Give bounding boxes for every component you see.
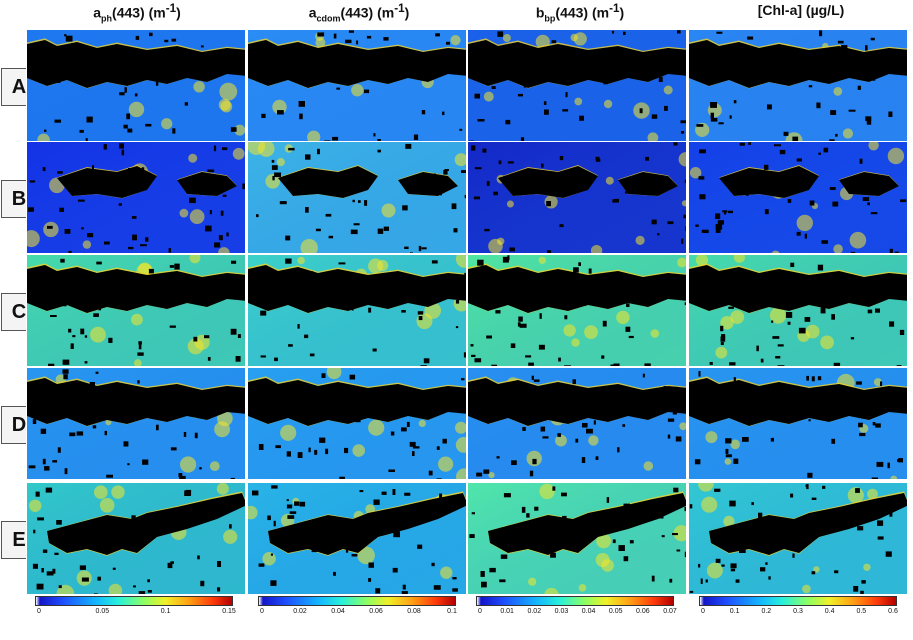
map-image [27,255,245,366]
colorbar-tick-label: 0.3 [793,608,803,615]
colorbar-tick-label: 0.04 [331,608,345,615]
map-image [468,142,686,253]
colorbar-tick-label: 0.4 [824,608,835,615]
colorbar-tick-label: 0.06 [636,608,650,615]
map-panel-b-1 [26,141,246,254]
map-image [248,368,466,479]
colorbar-tick-label: 0.03 [554,608,569,615]
colorbar-tick-label: 0.05 [608,608,623,615]
colorbar-gradient [699,596,897,606]
map-panel-d-1 [26,367,246,480]
colorbar-tick-label: 0.1 [447,608,457,615]
colorbar-tick-label: 0.2 [761,608,772,615]
map-image [27,142,245,253]
map-image [689,255,907,366]
colorbar-ticks: 0 0.01 0.02 0.03 0.04 0.05 0.06 0.07 [476,606,677,618]
colorbar-acdom: 0 0.02 0.04 0.06 0.08 0.1 [258,596,457,618]
map-panel-e-3 [467,482,687,595]
map-panel-a-2 [247,29,467,142]
column-header-aph: aph(443) (m-1) [93,2,181,24]
column-header-chla: [Chl-a] (µg/L) [757,2,845,18]
colorbar-tick-label: 0.15 [222,608,236,615]
map-image [27,30,245,141]
map-panel-d-2 [247,367,467,480]
colorbar-tick-label: 0.01 [500,608,514,615]
colorbar-tick-label: 0.06 [369,608,383,615]
map-image [468,255,686,366]
colorbar-tick-label: 0.08 [407,608,421,615]
colorbar-gradient [35,596,233,606]
colorbar-tick-label: 0.5 [856,608,867,615]
map-image [468,368,686,479]
map-image [689,483,907,594]
colorbar-ticks: 0 0.05 0.1 0.15 [35,606,236,618]
colorbar-tick-label: 0 [701,608,705,615]
colorbar-chla: 0 0.1 0.2 0.3 0.4 0.5 0.6 [699,596,898,618]
map-panel-c-4 [688,254,908,367]
map-panel-d-4 [688,367,908,480]
colorbar-tick-label: 0 [260,608,264,615]
colorbar-tick-label: 0.6 [888,608,898,615]
colorbar-tick-label: 0.02 [293,608,307,615]
map-image [468,30,686,141]
colorbar-tick-label: 0.02 [527,608,542,615]
map-panel-b-2 [247,141,467,254]
map-image [248,142,466,253]
colorbar-ticks: 0 0.02 0.04 0.06 0.08 0.1 [258,606,457,618]
colorbar-ticks: 0 0.1 0.2 0.3 0.4 0.5 0.6 [699,606,898,618]
map-panel-c-3 [467,254,687,367]
colorbar-tick-label: 0.1 [729,608,740,615]
map-image [468,483,686,594]
map-image [27,483,245,594]
map-image [689,368,907,479]
map-panel-a-3 [467,29,687,142]
colorbar-gradient [476,596,674,606]
colorbar-tick-label: 0.07 [663,608,677,615]
column-header-bbp: bbp(443) (m-1) [535,2,625,24]
map-panel-b-3 [467,141,687,254]
map-panel-c-2 [247,254,467,367]
colorbar-bbp: 0 0.01 0.02 0.03 0.04 0.05 0.06 0.07 [476,596,677,618]
colorbar-tick-label: 0.05 [95,608,110,615]
map-image [248,255,466,366]
colorbar-tick-label: 0 [478,608,482,615]
map-image [248,483,466,594]
map-image [689,142,907,253]
map-panel-a-4 [688,29,908,142]
map-panel-e-1 [26,482,246,595]
colorbar-aph: 0 0.05 0.1 0.15 [35,596,236,618]
map-panel-a-1 [26,29,246,142]
map-panel-c-1 [26,254,246,367]
colorbar-gradient [258,596,456,606]
map-panel-e-2 [247,482,467,595]
map-image [689,30,907,141]
map-image [27,368,245,479]
column-header-acdom: acdom(443) (m-1) [308,2,410,24]
map-panel-b-4 [688,141,908,254]
map-image [248,30,466,141]
colorbar-tick-label: 0 [37,608,41,615]
map-panel-d-3 [467,367,687,480]
colorbar-tick-label: 0.04 [581,608,596,615]
colorbar-tick-label: 0.1 [160,608,171,615]
map-panel-e-4 [688,482,908,595]
